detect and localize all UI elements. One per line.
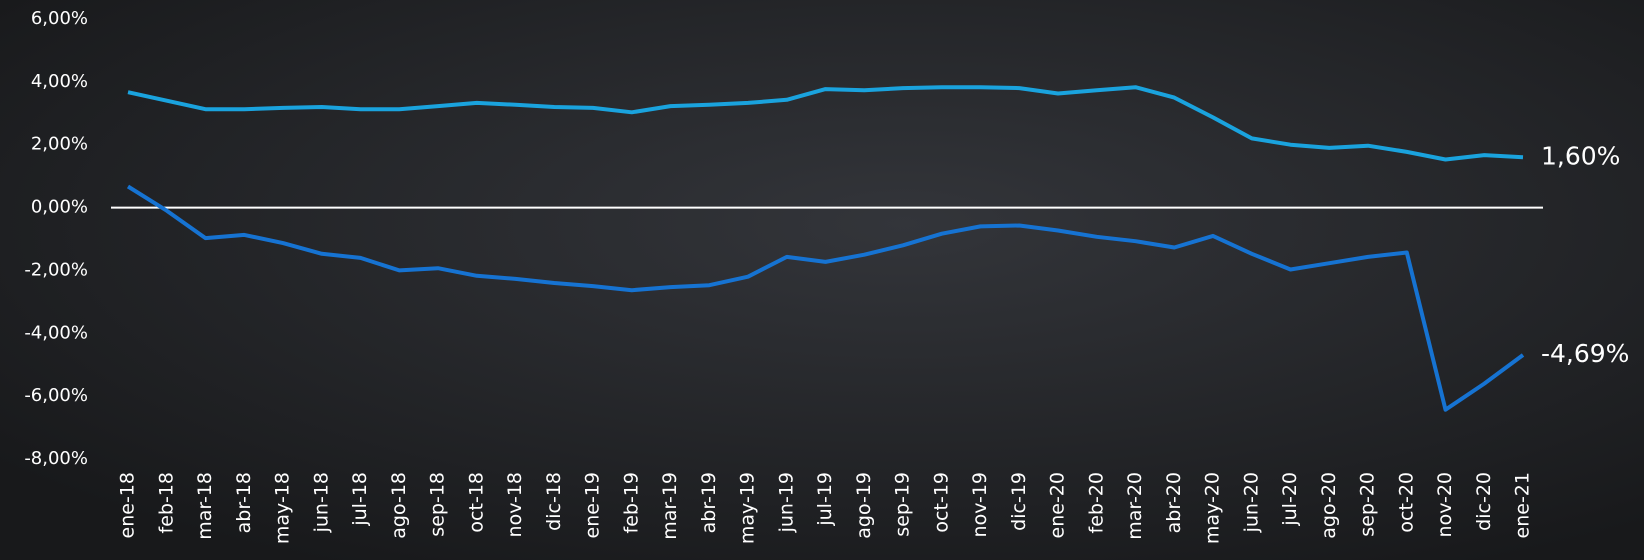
y-tick-label: 4,00% bbox=[31, 71, 88, 92]
x-tick-label: jul-20 bbox=[1279, 472, 1301, 527]
x-tick-label: oct-18 bbox=[465, 472, 487, 533]
x-tick-label: feb-18 bbox=[155, 472, 177, 533]
x-tick-label: may-20 bbox=[1202, 472, 1224, 544]
x-tick-label: ene-20 bbox=[1047, 472, 1069, 538]
y-tick-label: -6,00% bbox=[24, 385, 88, 406]
x-tick-label: nov-18 bbox=[504, 472, 526, 537]
x-tick-label: abr-20 bbox=[1163, 472, 1185, 533]
x-tick-label: abr-18 bbox=[233, 472, 255, 533]
x-tick-label: sep-18 bbox=[427, 472, 449, 537]
x-tick-label: nov-20 bbox=[1434, 472, 1456, 537]
y-tick-label: -2,00% bbox=[24, 259, 88, 280]
x-tick-label: mar-18 bbox=[194, 472, 216, 540]
x-tick-label: feb-20 bbox=[1085, 472, 1107, 533]
value-label: -4,69% bbox=[1541, 339, 1629, 368]
x-tick-label: nov-19 bbox=[969, 472, 991, 537]
x-tick-label: may-18 bbox=[272, 472, 294, 544]
series-line bbox=[127, 85, 1524, 162]
x-tick-label: sep-20 bbox=[1357, 472, 1379, 537]
x-tick-label: sep-19 bbox=[892, 472, 914, 537]
x-tick-label: jul-19 bbox=[814, 472, 836, 527]
x-tick-label: jul-18 bbox=[349, 472, 371, 527]
x-tick-label: mar-20 bbox=[1124, 472, 1146, 540]
x-tick-label: feb-19 bbox=[620, 472, 642, 533]
x-tick-label: oct-19 bbox=[930, 472, 952, 533]
y-tick-label: 2,00% bbox=[31, 134, 88, 155]
x-tick-label: ene-21 bbox=[1512, 472, 1534, 538]
x-tick-label: abr-19 bbox=[698, 472, 720, 533]
x-tick-label: dic-19 bbox=[1008, 472, 1030, 531]
x-tick-label: ago-18 bbox=[388, 472, 410, 539]
x-tick-label: ene-19 bbox=[582, 472, 604, 538]
y-tick-label: 0,00% bbox=[31, 197, 88, 218]
y-tick-label: -4,00% bbox=[24, 322, 88, 343]
x-tick-label: mar-19 bbox=[659, 472, 681, 540]
y-tick-label: -8,00% bbox=[24, 448, 88, 469]
x-tick-label: may-19 bbox=[737, 472, 759, 544]
x-tick-label: jun-19 bbox=[775, 472, 797, 533]
x-tick-label: jun-20 bbox=[1240, 472, 1262, 533]
x-tick-label: dic-20 bbox=[1473, 472, 1495, 531]
value-label: 1,60% bbox=[1541, 141, 1620, 170]
series-line bbox=[126, 184, 1525, 412]
x-tick-label: dic-18 bbox=[543, 472, 565, 531]
x-tick-label: ene-18 bbox=[117, 472, 139, 538]
x-tick-label: ago-20 bbox=[1318, 472, 1340, 539]
x-tick-label: ago-19 bbox=[853, 472, 875, 539]
x-tick-label: oct-20 bbox=[1395, 472, 1417, 533]
y-tick-label: 6,00% bbox=[31, 8, 88, 29]
x-tick-label: jun-18 bbox=[310, 472, 332, 533]
